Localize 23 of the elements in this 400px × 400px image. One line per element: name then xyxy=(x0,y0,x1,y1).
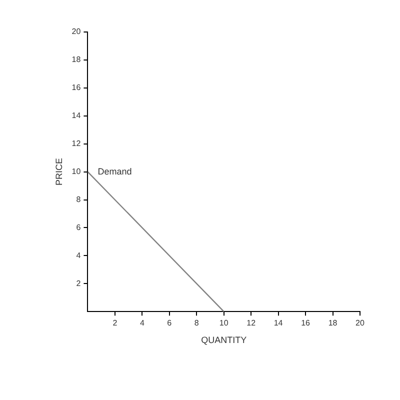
x-tick-label: 2 xyxy=(112,318,118,328)
x-tick-label: 8 xyxy=(194,318,200,328)
y-tick-label: 8 xyxy=(76,194,82,204)
y-tick-label: 12 xyxy=(72,139,82,148)
y-tick-label: 2 xyxy=(76,278,82,288)
x-tick-label: 10 xyxy=(219,318,229,328)
x-tick-label: 20 xyxy=(356,318,365,328)
y-axis-title: PRICE xyxy=(54,158,64,186)
y-tick-label: 14 xyxy=(72,111,82,120)
x-tick-label: 18 xyxy=(328,318,338,328)
x-tick-label: 4 xyxy=(140,318,145,328)
x-axis-title: QUANTITY xyxy=(201,335,247,346)
x-tick-label: 16 xyxy=(301,318,311,328)
x-tick-label: 12 xyxy=(246,318,256,328)
y-tick-label: 4 xyxy=(76,250,82,260)
y-tick-label: 10 xyxy=(72,167,82,176)
y-tick-label: 20 xyxy=(72,27,82,36)
y-tick-label: 16 xyxy=(72,83,82,92)
y-tick-label: 18 xyxy=(72,55,82,64)
y-tick-label: 6 xyxy=(76,222,82,232)
x-tick-label: 14 xyxy=(274,318,284,328)
x-tick-label: 6 xyxy=(167,318,172,328)
series-label: Demand xyxy=(98,166,132,176)
